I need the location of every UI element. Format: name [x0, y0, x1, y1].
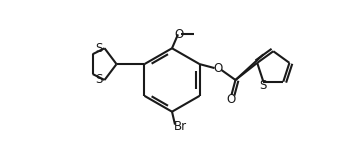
Text: S: S — [260, 79, 267, 92]
Text: S: S — [95, 73, 102, 86]
Text: O: O — [175, 28, 184, 41]
Text: O: O — [213, 62, 222, 75]
Text: S: S — [95, 42, 102, 55]
Text: Br: Br — [173, 120, 187, 133]
Text: O: O — [227, 93, 236, 106]
